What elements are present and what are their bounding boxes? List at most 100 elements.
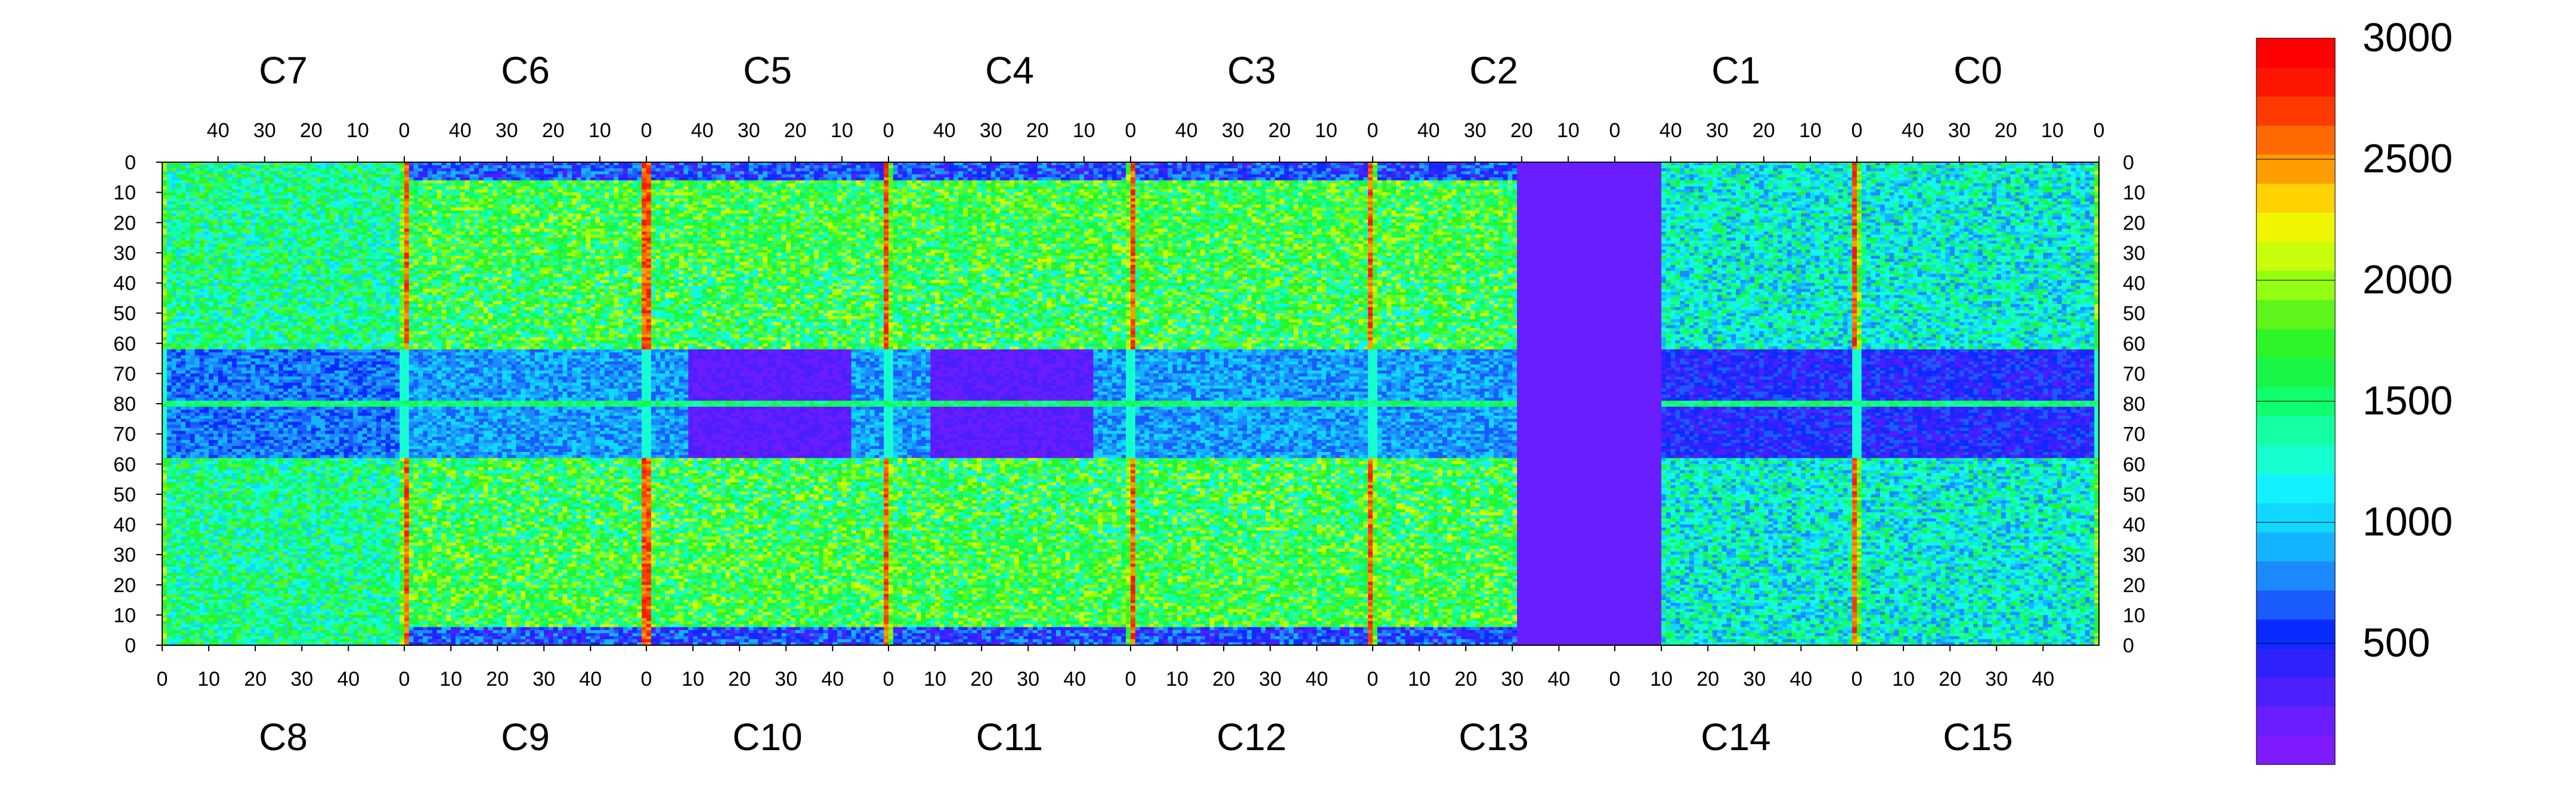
hitmap-cell-run <box>181 612 185 615</box>
hitmap-cell-run <box>255 594 260 597</box>
hitmap-cell-run <box>260 231 265 235</box>
hitmap-cell-run <box>185 588 190 592</box>
hitmap-cell-run <box>237 228 242 232</box>
hitmap-cell-run <box>195 228 200 232</box>
hitmap-cell-run <box>250 476 255 480</box>
hitmap-cell-run <box>213 205 218 208</box>
hitmap-cell-run <box>172 340 177 344</box>
hitmap-cell-run <box>176 543 181 546</box>
hitmap-cell-run <box>185 364 190 371</box>
hitmap-cell-run <box>209 238 213 242</box>
hitmap-cell-run <box>190 428 195 435</box>
hitmap-cell-run <box>181 231 185 235</box>
hitmap-cell-run <box>172 322 177 326</box>
hitmap-cell-run <box>227 199 232 202</box>
hitmap-cell-run <box>218 332 223 335</box>
hitmap-cell-run <box>242 579 246 583</box>
hitmap-cell-run <box>162 633 167 640</box>
hitmap-cell-run <box>172 425 177 428</box>
hitmap-cell-run <box>195 428 200 432</box>
hitmap-cell-run <box>181 283 185 287</box>
hitmap-cell-run <box>232 588 237 592</box>
hitmap-cell-run <box>255 208 260 211</box>
hitmap-cell-run <box>195 455 200 459</box>
hitmap-cell-run <box>204 228 209 232</box>
hitmap-cell-run <box>176 304 181 308</box>
hitmap-cell-run <box>246 177 251 181</box>
hitmap-cell-run <box>227 437 232 441</box>
hitmap-cell-run <box>172 428 177 432</box>
hitmap-cell-run <box>260 482 265 486</box>
hitmap-cell-run <box>218 247 223 250</box>
hitmap-cell-run <box>232 552 237 555</box>
hitmap-cell-run <box>199 531 204 534</box>
hitmap-cell-run <box>185 615 190 624</box>
hitmap-cell-run <box>242 389 246 392</box>
hitmap-cell-run <box>199 621 204 625</box>
hitmap-cell-run <box>237 470 242 473</box>
hitmap-cell-run <box>246 452 251 459</box>
hitmap-cell-run <box>242 546 246 549</box>
hitmap-cell-run <box>195 316 200 320</box>
hitmap-cell-run <box>260 352 265 356</box>
hitmap-cell-run <box>199 452 204 456</box>
hitmap-cell-run <box>232 253 237 256</box>
hitmap-cell-run <box>209 476 213 480</box>
hitmap-cell-run <box>250 187 255 190</box>
hitmap-cell-run <box>172 199 177 202</box>
hitmap-cell-run <box>232 199 237 202</box>
hitmap-cell-run <box>232 419 237 425</box>
hitmap-cell-run <box>162 313 167 317</box>
hitmap-cell-run <box>199 283 204 287</box>
hitmap-cell-run <box>237 253 242 265</box>
hitmap-cell-run <box>246 609 251 612</box>
hitmap-cell-run <box>242 301 246 305</box>
hitmap-cell-run <box>246 561 251 564</box>
hitmap-cell-run <box>190 470 195 473</box>
hitmap-cell-run <box>167 277 172 280</box>
hitmap-cell-run <box>242 407 246 413</box>
hitmap-cell-run <box>176 316 181 320</box>
hitmap-cell-run <box>218 292 223 296</box>
hitmap-cell-run <box>195 503 200 507</box>
hitmap-cell-run <box>255 295 260 299</box>
hitmap-cell-run <box>176 410 181 413</box>
hitmap-cell-run <box>195 446 200 450</box>
hitmap-cell-run <box>232 630 237 634</box>
hitmap-cell-run <box>260 413 265 416</box>
hitmap-cell-run <box>195 597 200 600</box>
hitmap-cell-run <box>209 416 213 419</box>
hitmap-cell-run <box>199 265 204 268</box>
hitmap-cell-run <box>255 219 260 223</box>
hitmap-cell-run <box>218 582 223 586</box>
hitmap-cell-run <box>242 322 246 332</box>
hitmap-cell-run <box>223 428 228 435</box>
hitmap-cell-run <box>223 512 228 516</box>
hitmap-cell-run <box>162 618 167 621</box>
hitmap-cell-run <box>250 525 255 528</box>
hitmap-cell-run <box>237 537 242 540</box>
hitmap-cell-run <box>199 335 204 341</box>
hitmap-cell-run <box>181 277 185 280</box>
hitmap-cell-run <box>204 615 209 621</box>
hitmap-cell-run <box>218 183 223 190</box>
hitmap-cell-run <box>185 349 190 353</box>
hitmap-cell-run <box>185 627 190 631</box>
hitmap-cell-run <box>250 407 255 413</box>
hitmap-cell-run <box>167 606 172 609</box>
hitmap-cell-run <box>213 627 218 631</box>
hitmap-cell-run <box>209 600 213 603</box>
hitmap-cell-run <box>190 579 195 583</box>
hitmap-cell-run <box>176 392 181 395</box>
hitmap-cell-run <box>176 190 181 193</box>
hitmap-cell-run <box>213 413 218 419</box>
hitmap-cell-run <box>167 515 172 519</box>
hitmap-cell-run <box>227 219 232 223</box>
hitmap-cell-run <box>176 208 181 211</box>
hitmap-cell-run <box>199 313 204 317</box>
hitmap-cell-run <box>199 262 204 265</box>
hitmap-cell-run <box>223 506 228 510</box>
hitmap-cell-run <box>190 434 195 444</box>
hitmap-cell-run <box>195 422 200 428</box>
hitmap-cell-run <box>195 573 200 577</box>
